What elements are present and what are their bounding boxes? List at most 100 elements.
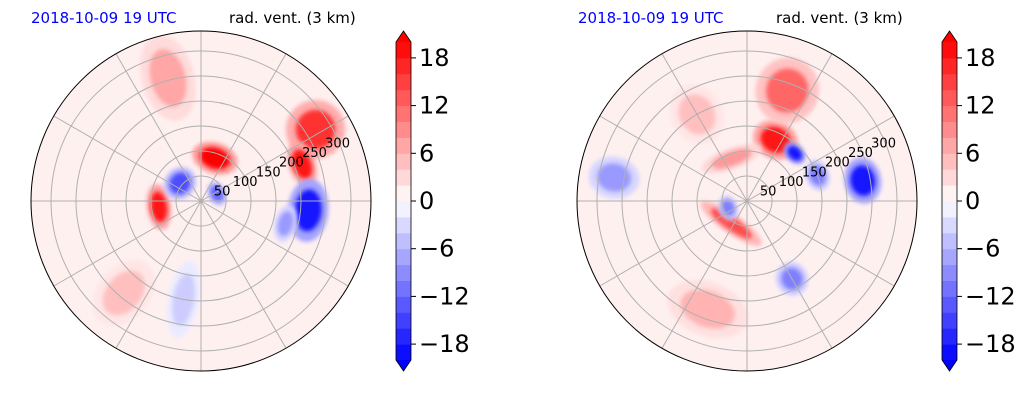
colorbar-bin-15 [942,121,957,138]
colorbar-bin-3 [942,312,957,329]
velocity-feature-10 [277,211,294,236]
range-ring-label-100: 100 [233,175,258,190]
colorbar-tick-label-6: 12 [419,92,450,120]
colorbar-bin-11 [942,185,957,202]
range-ring-label-250: 250 [848,146,873,161]
colorbar-bin-13 [396,153,411,170]
panel-1-date-label: 2018-10-09 19 UTC [31,9,177,27]
azimuth-spoke-60 [746,53,833,202]
colorbar-bin-14 [396,137,411,154]
colorbar-bin-6 [942,264,957,281]
colorbar-bin-10 [942,201,957,218]
azimuth-spoke-300 [746,200,833,349]
range-ring-label-250: 250 [302,146,327,161]
panel-1-variable-label: rad. vent. (3 km) [229,9,356,27]
azimuth-spoke-150 [599,115,748,202]
velocity-feature-1 [760,126,791,154]
colorbar-tick-label-2: −12 [965,282,1016,310]
velocity-feature-5 [680,289,735,329]
azimuth-spoke-60 [200,53,287,202]
colorbar-tick-label-5: 6 [965,139,980,167]
colorbar-tick-label-1: −18 [965,330,1016,358]
colorbar-bin-18 [396,73,411,91]
panel-1-colorbar: −18 −12 −6 0 6 12 18 [395,30,470,372]
azimuth-spoke-210 [599,200,748,287]
azimuth-spoke-120 [115,53,202,202]
colorbar-bin-3 [396,312,411,329]
colorbar-tick-label-7: 18 [965,44,996,72]
range-ring-label-50: 50 [214,184,231,199]
panel-2-variable-label: rad. vent. (3 km) [776,9,903,27]
colorbar-tick-label-4: 0 [419,187,434,215]
colorbar-bin-1 [942,344,957,361]
velocity-feature-7 [169,172,191,195]
colorbar-bin-18 [942,73,957,91]
colorbar-bin-14 [942,137,957,154]
colorbar-bin-17 [396,89,411,107]
range-ring-label-200: 200 [825,156,850,171]
polar-panel-2: 2018-10-09 19 UTC rad. vent. (3 km) 5010… [576,9,1016,372]
range-ring-label-150: 150 [802,165,827,180]
colorbar-bin-16 [396,105,411,122]
colorbar-tick-label-3: −6 [419,235,454,263]
velocity-feature-7 [787,145,803,161]
azimuth-spoke-30 [746,115,895,202]
azimuth-spoke-30 [200,115,349,202]
colorbar-tick-label-5: 6 [419,139,434,167]
colorbar-tick-label-2: −12 [419,282,470,310]
colorbar-outline [941,30,958,372]
colorbar-bin-13 [942,153,957,170]
colorbar-bin-2 [396,328,411,345]
colorbar-bin-8 [942,232,957,250]
azimuth-spoke-210 [53,200,202,287]
polar-disk-outline [30,30,372,372]
velocity-feature-4 [150,191,168,223]
velocity-feature-6 [102,270,145,316]
colorbar-bin-9 [942,216,957,234]
azimuth-spoke-300 [200,200,287,349]
azimuth-spoke-240 [661,200,748,349]
colorbar-bin-5 [396,280,411,297]
velocity-feature-11 [597,163,631,192]
colorbar-bin-17 [942,89,957,107]
velocity-feature-2 [295,109,336,150]
azimuth-spoke-330 [746,200,895,287]
colorbar-bin-1 [396,344,411,361]
range-ring-label-50: 50 [760,184,777,199]
range-ring-label-150: 150 [256,165,281,180]
colorbar-tick-label-3: −6 [965,235,1000,263]
azimuth-spoke-330 [200,200,349,287]
velocity-feature-4 [711,148,752,169]
colorbar-extend-min [396,360,411,371]
colorbar-bin-16 [942,105,957,122]
colorbar-bin-6 [396,264,411,281]
colorbar-bin-9 [396,216,411,234]
colorbar-bin-5 [942,280,957,297]
colorbar-tick-label-6: 12 [965,92,996,120]
colorbar-bin-12 [396,169,411,186]
colorbar-bin-19 [942,57,957,75]
colorbar-outline [395,30,412,372]
azimuth-spoke-120 [661,53,748,202]
colorbar-tick-label-1: −18 [419,330,470,358]
colorbar-bin-10 [396,201,411,218]
panel-2-colorbar: −18 −12 −6 0 6 12 18 [941,30,1016,372]
colorbar-tick-label-7: 18 [419,44,450,72]
colorbar-bin-19 [396,57,411,75]
colorbar-extend-max [396,31,411,42]
polar-disk-outline [576,30,918,372]
velocity-feature-5 [149,49,187,107]
range-ring-label-300: 300 [325,137,350,152]
range-ring-label-200: 200 [279,156,304,171]
colorbar-bin-11 [396,185,411,202]
colorbar-bin-4 [942,296,957,313]
colorbar-tick-label-4: 0 [965,187,980,215]
azimuth-spoke-240 [115,200,202,349]
colorbar-bin-20 [396,42,411,59]
colorbar-bin-7 [942,248,957,266]
colorbar-bin-7 [396,248,411,266]
colorbar-bin-15 [396,121,411,138]
